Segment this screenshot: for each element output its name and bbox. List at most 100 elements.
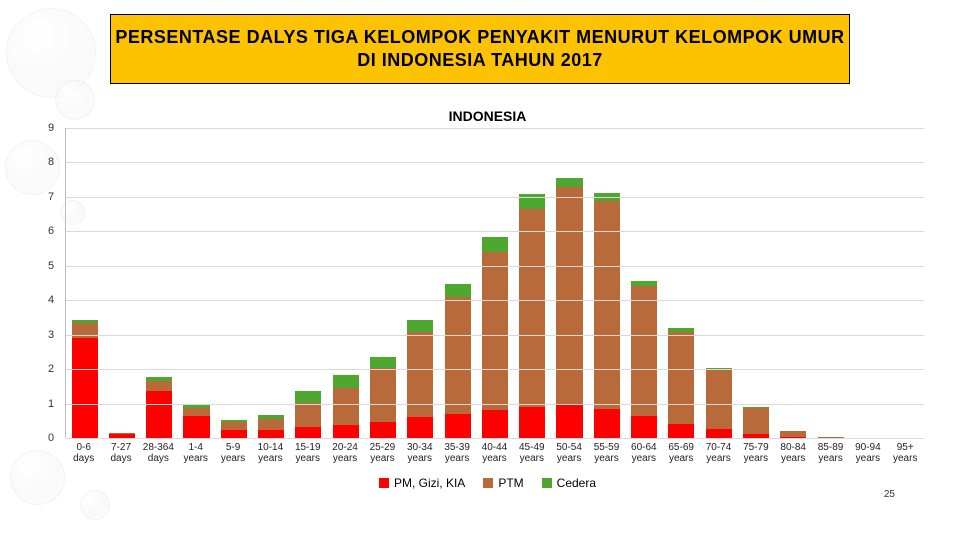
- x-tick-label: 85-89years: [812, 438, 849, 464]
- bar-segment: [333, 375, 359, 387]
- x-tick-label: 90-94years: [849, 438, 886, 464]
- x-axis-labels: 0-6days7-27days28-364days1-4years5-9year…: [65, 438, 924, 464]
- bar-slot: [663, 128, 700, 438]
- bar-segment: [706, 429, 732, 438]
- gridline: [66, 369, 924, 370]
- bar-segment: [370, 422, 396, 438]
- x-tick-label: 0-6days: [65, 438, 102, 464]
- bar-segment: [370, 368, 396, 423]
- x-tick-label: 7-27days: [102, 438, 139, 464]
- bar-segment: [72, 323, 98, 338]
- legend-item-0: PM, Gizi, KIA: [379, 476, 465, 490]
- bar-slot: [290, 128, 327, 438]
- gridline: [66, 266, 924, 267]
- bar-segment: [258, 419, 284, 429]
- x-tick-label: 40-44years: [476, 438, 513, 464]
- legend-label-0: PM, Gizi, KIA: [394, 476, 465, 490]
- bar-segment: [556, 405, 582, 438]
- bar-segment: [556, 178, 582, 187]
- chart-title: INDONESIA: [45, 108, 930, 124]
- x-tick-label: 35-39years: [438, 438, 475, 464]
- bar-segment: [146, 381, 172, 391]
- bar-slot: [737, 128, 774, 438]
- legend-label-1: PTM: [498, 476, 523, 490]
- chart-plot-area: 0123456789: [65, 128, 924, 438]
- bar-segment: [407, 417, 433, 438]
- x-tick-label: 50-54years: [550, 438, 587, 464]
- gridline: [66, 335, 924, 336]
- y-tick-label: 3: [48, 329, 54, 341]
- y-tick-label: 8: [48, 156, 54, 168]
- bar-segment: [183, 408, 209, 416]
- bar-slot: [812, 128, 849, 438]
- bar-segment: [668, 332, 694, 424]
- bar-slot: [402, 128, 439, 438]
- legend-swatch-1: [483, 478, 493, 488]
- y-tick-label: 9: [48, 122, 54, 134]
- bar-slot: [849, 128, 886, 438]
- x-tick-label: 65-69years: [663, 438, 700, 464]
- bar-segment: [258, 430, 284, 438]
- bars-group: [66, 128, 924, 438]
- bar-segment: [183, 416, 209, 438]
- bar-slot: [476, 128, 513, 438]
- legend-item-1: PTM: [483, 476, 523, 490]
- bar-segment: [556, 187, 582, 405]
- bar-segment: [146, 391, 172, 438]
- bar-slot: [588, 128, 625, 438]
- gridline: [66, 197, 924, 198]
- slide-title: PERSENTASE DALYS TIGA KELOMPOK PENYAKIT …: [111, 26, 849, 73]
- bar-segment: [631, 286, 657, 416]
- x-tick-label: 20-24years: [326, 438, 363, 464]
- gridline: [66, 300, 924, 301]
- bar-segment: [295, 391, 321, 402]
- bar: [407, 247, 433, 438]
- bar: [370, 280, 396, 438]
- x-tick-label: 60-64years: [625, 438, 662, 464]
- bar-segment: [482, 252, 508, 410]
- bar-segment: [519, 407, 545, 438]
- bar-segment: [445, 414, 471, 438]
- bar-slot: [551, 128, 588, 438]
- y-tick-label: 4: [48, 294, 54, 306]
- bar-segment: [594, 409, 620, 438]
- gridline: [66, 128, 924, 129]
- bar-slot: [215, 128, 252, 438]
- bar-segment: [631, 416, 657, 438]
- bar-segment: [407, 320, 433, 332]
- x-tick-label: 95+years: [887, 438, 924, 464]
- bar: [482, 188, 508, 438]
- footnote-number: 25: [884, 489, 895, 500]
- chart-container: INDONESIA 0123456789 0-6days7-27days28-3…: [45, 100, 930, 520]
- bar-segment: [370, 357, 396, 368]
- bar-slot: [625, 128, 662, 438]
- bar: [743, 341, 769, 438]
- bar: [72, 247, 98, 438]
- legend-swatch-0: [379, 478, 389, 488]
- x-tick-label: 15-19years: [289, 438, 326, 464]
- legend-label-2: Cedera: [557, 476, 596, 490]
- bar: [183, 335, 209, 438]
- x-tick-label: 45-49years: [513, 438, 550, 464]
- bar-slot: [364, 128, 401, 438]
- y-tick-label: 1: [48, 398, 54, 410]
- bar-slot: [178, 128, 215, 438]
- y-tick-label: 0: [48, 432, 54, 444]
- bar-slot: [103, 128, 140, 438]
- legend-item-2: Cedera: [542, 476, 596, 490]
- gridline: [66, 438, 924, 439]
- bar-slot: [514, 128, 551, 438]
- bar-segment: [221, 422, 247, 430]
- gridline: [66, 231, 924, 232]
- bar-segment: [445, 284, 471, 297]
- bar: [631, 218, 657, 438]
- x-tick-label: 75-79years: [737, 438, 774, 464]
- bar-segment: [519, 209, 545, 408]
- bar-segment: [706, 370, 732, 429]
- bar-slot: [327, 128, 364, 438]
- bar-segment: [72, 338, 98, 438]
- x-tick-label: 55-59years: [588, 438, 625, 464]
- bar-segment: [445, 297, 471, 414]
- bar-slot: [887, 128, 924, 438]
- y-tick-label: 7: [48, 191, 54, 203]
